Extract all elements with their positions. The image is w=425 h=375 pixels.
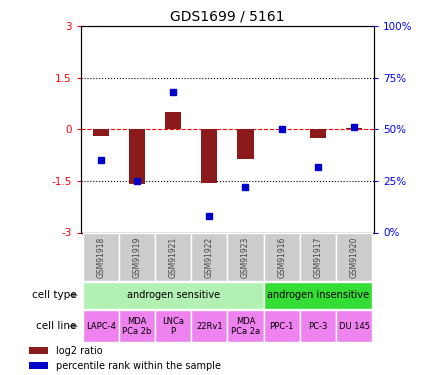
Bar — [227, 232, 264, 281]
Bar — [336, 310, 372, 342]
Text: MDA
PCa 2a: MDA PCa 2a — [231, 316, 260, 336]
Text: cell type: cell type — [32, 290, 76, 300]
Bar — [93, 129, 109, 136]
Bar — [119, 310, 155, 342]
Text: PPC-1: PPC-1 — [269, 322, 294, 331]
Text: MDA
PCa 2b: MDA PCa 2b — [122, 316, 152, 336]
Text: GSM91922: GSM91922 — [205, 236, 214, 278]
Text: GSM91919: GSM91919 — [132, 236, 142, 278]
Bar — [310, 129, 326, 138]
Bar — [29, 362, 48, 369]
Text: cell line: cell line — [36, 321, 76, 331]
Bar — [264, 282, 372, 309]
Bar — [119, 232, 155, 281]
Bar — [82, 232, 119, 281]
Bar — [201, 129, 218, 183]
Bar — [191, 232, 227, 281]
Text: GSM91921: GSM91921 — [169, 236, 178, 278]
Text: GSM91916: GSM91916 — [277, 236, 286, 278]
Bar — [155, 232, 191, 281]
Bar — [29, 347, 48, 354]
Bar — [82, 282, 264, 309]
Text: percentile rank within the sample: percentile rank within the sample — [56, 361, 221, 370]
Bar — [346, 128, 362, 129]
Text: LNCa
P: LNCa P — [162, 316, 184, 336]
Bar — [237, 129, 254, 159]
Bar — [155, 310, 191, 342]
Bar — [264, 310, 300, 342]
Title: GDS1699 / 5161: GDS1699 / 5161 — [170, 10, 285, 24]
Text: androgen sensitive: androgen sensitive — [127, 290, 220, 300]
Bar — [300, 310, 336, 342]
Bar — [165, 112, 181, 129]
Text: GSM91918: GSM91918 — [96, 236, 105, 278]
Text: 22Rv1: 22Rv1 — [196, 322, 223, 331]
Bar — [129, 129, 145, 184]
Bar — [227, 310, 264, 342]
Bar — [191, 310, 227, 342]
Text: androgen insensitive: androgen insensitive — [267, 290, 369, 300]
Bar — [82, 310, 119, 342]
Bar — [264, 232, 300, 281]
Text: GSM91923: GSM91923 — [241, 236, 250, 278]
Bar — [300, 232, 336, 281]
Text: LAPC-4: LAPC-4 — [86, 322, 116, 331]
Text: PC-3: PC-3 — [308, 322, 328, 331]
Text: GSM91920: GSM91920 — [350, 236, 359, 278]
Bar — [336, 232, 372, 281]
Text: GSM91917: GSM91917 — [313, 236, 323, 278]
Text: DU 145: DU 145 — [339, 322, 370, 331]
Text: log2 ratio: log2 ratio — [56, 346, 102, 355]
